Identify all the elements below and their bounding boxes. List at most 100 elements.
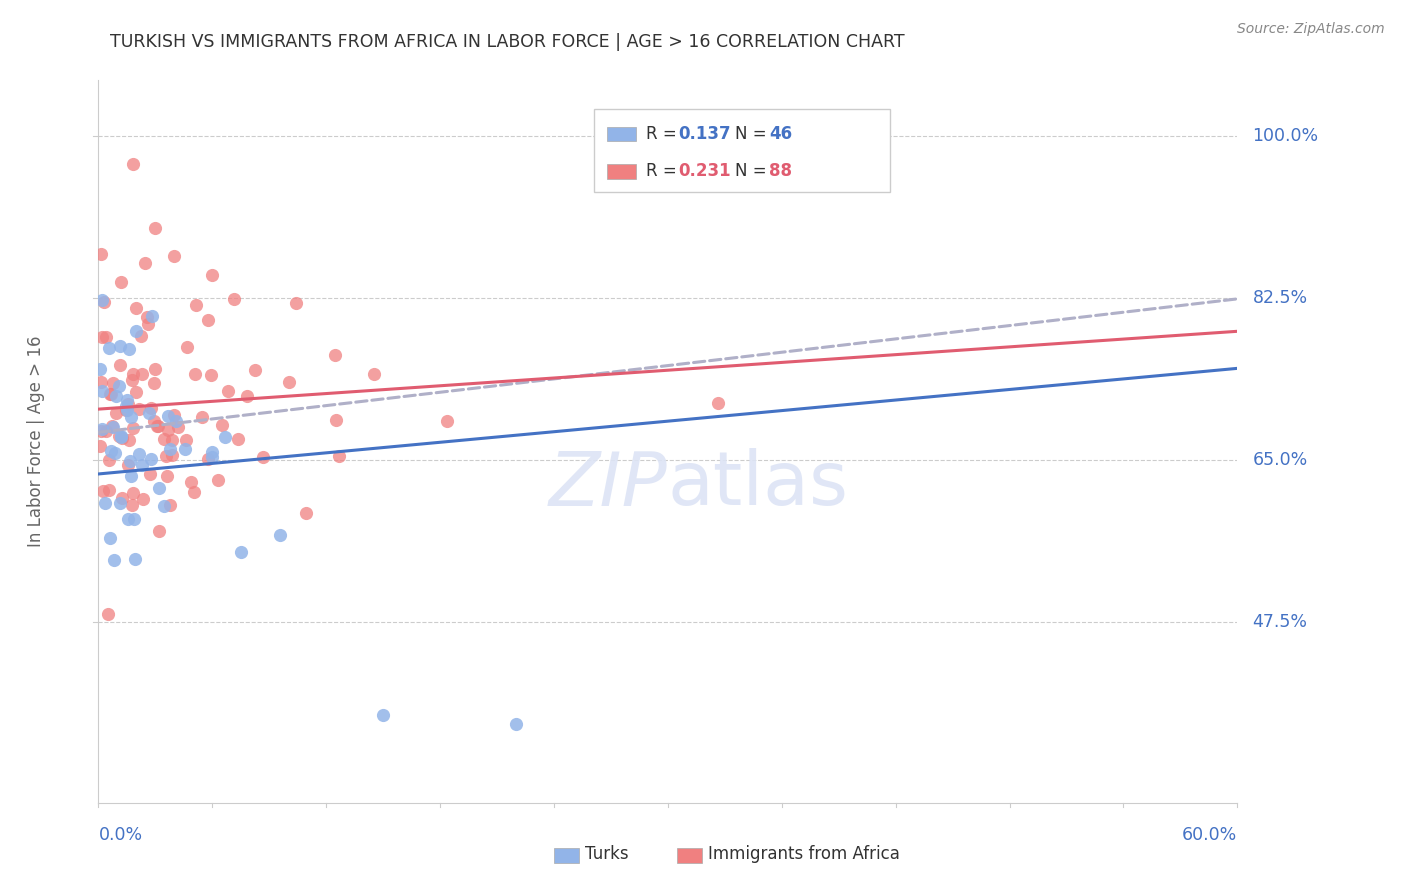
Point [328,449,350,463]
Text: N =: N = [735,125,772,143]
Point [174,433,197,447]
Point [108,359,131,373]
Point [191,409,214,424]
FancyBboxPatch shape [593,109,890,193]
FancyBboxPatch shape [607,164,636,178]
Point [176,340,198,354]
Text: 47.5%: 47.5% [1253,613,1308,632]
Point [160,448,183,462]
FancyBboxPatch shape [676,847,702,863]
Point [285,295,308,310]
Point [120,410,142,425]
Point [156,409,179,424]
Point [207,473,229,487]
Point [229,545,252,559]
Point [108,378,131,392]
Text: 65.0%: 65.0% [1253,451,1308,469]
Point [103,420,125,434]
Point [90,424,112,438]
Point [122,367,145,381]
Point [91,484,114,499]
Point [89,361,111,376]
Point [96,424,118,438]
Point [143,414,166,428]
Point [707,396,730,410]
Point [200,368,222,382]
Point [183,485,205,500]
Point [139,452,162,467]
Text: In Labor Force | Age > 16: In Labor Force | Age > 16 [27,335,45,548]
Point [115,393,138,408]
Point [145,221,167,235]
Point [120,469,142,483]
Point [121,498,143,512]
Point [325,412,347,426]
Point [111,431,134,445]
Point [117,512,139,526]
Point [163,249,186,263]
Text: N =: N = [735,162,772,180]
Point [105,389,128,403]
Point [122,512,145,526]
Point [180,475,202,490]
Point [100,444,122,458]
Point [110,430,132,444]
Point [197,313,219,327]
Point [184,367,207,381]
Point [252,450,274,465]
Point [108,429,131,443]
Point [131,329,153,343]
Point [146,418,169,433]
Point [159,498,181,512]
Point [139,401,162,416]
Text: Turks: Turks [585,845,628,863]
Point [121,156,143,170]
Point [98,453,121,467]
Text: 88: 88 [769,162,792,180]
Point [146,419,169,434]
Text: 0.0%: 0.0% [98,826,142,844]
Point [125,385,148,400]
Point [505,717,527,731]
Point [157,423,180,437]
Point [91,330,114,344]
Point [163,409,186,423]
Point [118,342,141,356]
Point [98,483,121,498]
Point [125,301,148,315]
Point [96,330,118,344]
Point [111,491,134,505]
Point [197,451,219,466]
Point [269,528,291,542]
Point [115,403,138,417]
Point [91,384,114,399]
Point [153,433,176,447]
Point [160,433,183,447]
Point [104,407,127,421]
Point [141,309,163,323]
Point [90,376,112,390]
Point [371,707,394,722]
Point [243,363,266,377]
Point [228,432,250,446]
Text: 82.5%: 82.5% [1253,289,1308,307]
Point [325,349,347,363]
Point [201,268,224,282]
Point [97,607,120,621]
Point [134,256,156,270]
Point [121,373,143,387]
Point [201,445,224,459]
Point [103,552,125,566]
Point [94,496,117,510]
Point [98,386,121,401]
Point [363,368,385,382]
Point [120,453,142,467]
Point [91,293,114,307]
Point [117,397,139,411]
Text: 0.137: 0.137 [678,125,731,143]
Point [148,524,170,538]
Point [93,295,115,310]
Point [167,420,190,434]
Point [114,403,136,417]
Point [124,551,146,566]
